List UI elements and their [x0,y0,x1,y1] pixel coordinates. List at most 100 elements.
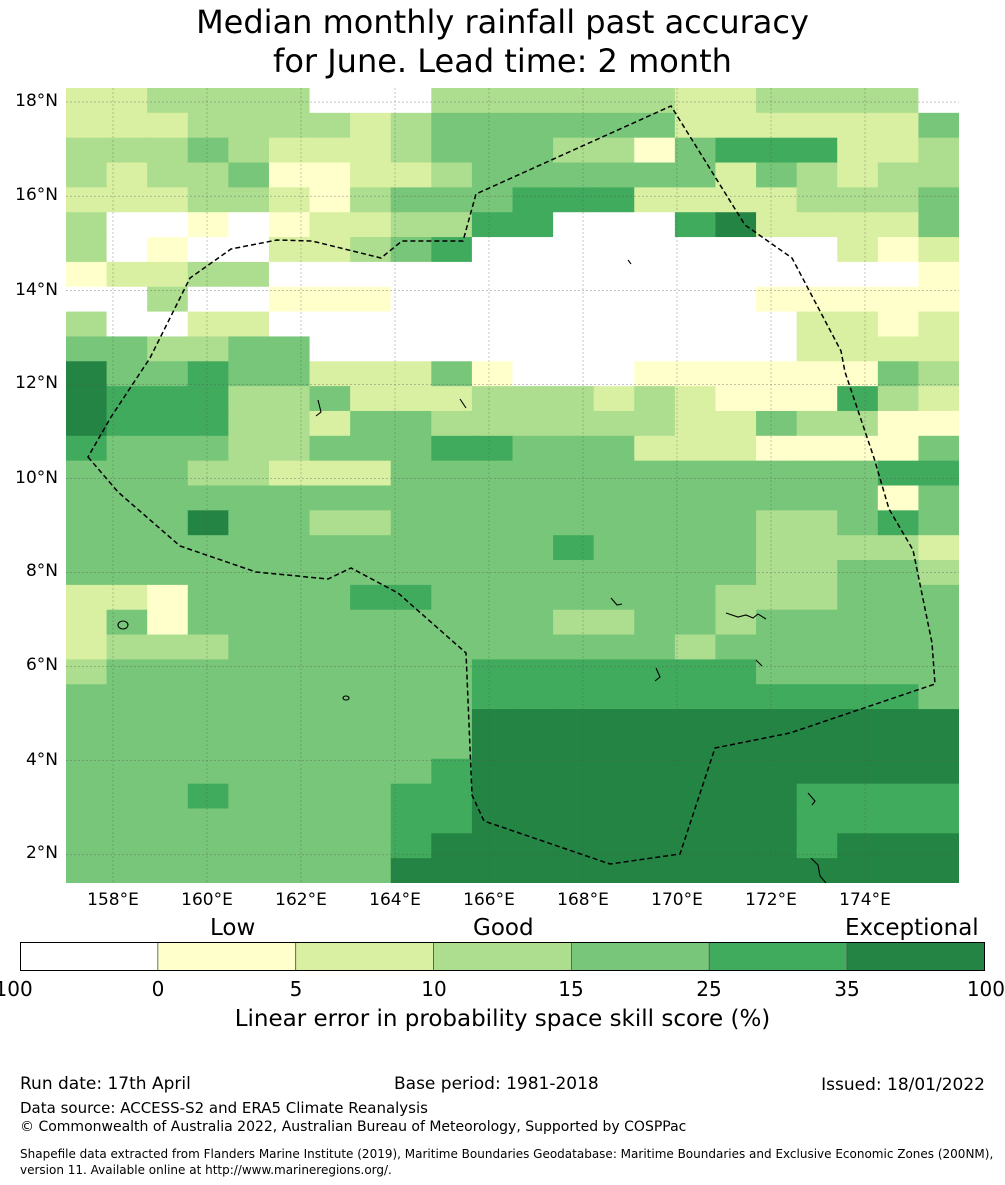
skill-grid-cell [593,535,635,561]
skill-grid-cell [918,709,959,735]
skill-grid-cell [431,311,473,338]
skill-grid-cell [756,659,798,685]
skill-grid-cell [674,435,717,462]
skill-grid-cell [512,659,554,685]
skill-grid-cell [593,336,635,362]
skill-grid-cell [268,410,311,437]
skill-grid-cell [309,187,351,213]
skill-grid-cell [309,733,351,760]
skill-grid-cell [147,783,189,810]
skill-grid-cell [796,709,838,735]
skill-grid-cell [66,485,108,511]
skill-grid-cell [471,88,514,114]
skill-grid-cell [756,311,798,338]
lat-label-14n: 14°N [15,280,58,300]
skill-grid-cell [66,634,108,660]
skill-grid-cell [553,336,595,362]
skill-grid-cell [431,435,473,462]
skill-grid-cell [634,187,676,213]
skill-grid-cell [756,261,798,288]
skill-grid-cell [268,808,311,834]
skill-grid-cell [106,137,148,164]
skill-grid-cell [553,361,595,387]
skill-grid-cell [228,584,270,611]
skill-grid-cell [228,187,270,213]
skill-grid-cell [471,733,514,760]
skill-grid-cell [553,858,595,883]
skill-grid-cell [634,112,676,139]
colorbar-swatches [20,942,985,971]
skill-grid-cell [877,361,920,387]
skill-grid-cell [918,808,959,834]
skill-grid-cell [350,584,392,611]
skill-grid-cell [390,684,432,710]
skill-grid-cell [715,212,757,238]
skill-grid-cell [228,510,270,536]
skill-grid-cell [918,510,959,536]
skill-grid-cell [715,386,757,412]
skill-grid-cell [431,733,473,760]
skill-grid-cell [350,237,392,263]
skill-grid-cell [187,361,229,387]
skill-grid-cell [187,733,229,760]
skill-grid-cell [837,261,879,288]
skill-grid-cell [837,634,879,660]
skill-grid-cell [553,733,595,760]
skill-grid-cell [634,684,676,710]
colorbar-swatch [433,942,572,971]
skill-grid-cell [796,386,838,412]
skill-grid-cell [756,386,798,412]
skill-grid-cell [309,659,351,685]
skill-grid-cell [187,858,229,883]
skill-grid-cell [350,311,392,338]
skill-grid-cell [877,684,920,710]
skill-grid-cell [593,311,635,338]
skill-grid-cell [106,460,148,487]
skill-grid-cell [390,112,432,139]
skill-grid-cell [390,709,432,735]
skill-grid-cell [350,162,392,188]
skill-grid-cell [147,808,189,834]
skill-grid-cell [66,112,108,139]
colorbar-swatch [571,942,710,971]
skill-grid-cell [715,510,757,536]
map-title: Median monthly rainfall past accuracy fo… [0,3,1005,81]
skill-grid-cell [512,510,554,536]
skill-grid-cell [471,609,514,636]
lon-label-166e: 166°E [463,890,515,910]
skill-grid-cell [309,535,351,561]
skill-grid-cell [674,212,717,238]
skill-grid-cell [715,733,757,760]
skill-grid-cell [674,510,717,536]
skill-grid-cell [837,162,879,188]
skill-grid-cell [553,659,595,685]
skill-grid-cell [350,286,392,313]
skill-grid-cell [593,733,635,760]
skill-grid-cell [187,808,229,834]
skill-grid-cell [634,386,676,412]
skill-grid-cell [593,758,635,785]
skill-grid-cell [431,634,473,660]
skill-grid-cell [66,659,108,685]
skill-grid-cell [187,609,229,636]
skill-grid-cell [228,311,270,338]
colorbar-swatch [20,942,159,971]
skill-grid-cell [106,112,148,139]
skill-grid-cell [715,112,757,139]
skill-grid-cell [431,783,473,810]
skill-grid-cell [187,261,229,288]
skill-grid-cell [634,535,676,561]
skill-grid-cell [553,758,595,785]
skill-grid-cell [756,783,798,810]
skill-grid-cell [350,783,392,810]
skill-grid-cell [471,187,514,213]
colorbar-swatch [708,942,848,971]
skill-grid-cell [106,783,148,810]
skill-grid-cell [106,187,148,213]
skill-grid-cell [918,386,959,412]
skill-grid-cell [756,485,798,511]
skill-grid-cell [674,485,717,511]
skill-grid-cell [309,137,351,164]
skill-grid-cell [634,808,676,834]
skill-grid-cell [66,311,108,338]
